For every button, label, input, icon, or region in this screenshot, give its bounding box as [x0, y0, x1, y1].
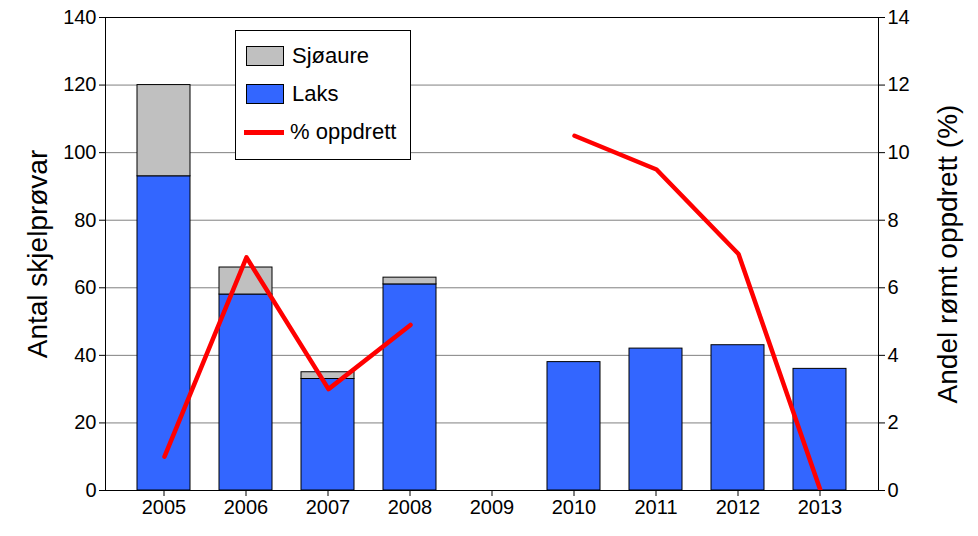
svg-text:100: 100 — [63, 141, 96, 163]
svg-text:Andel rømt oppdrett (%): Andel rømt oppdrett (%) — [932, 105, 963, 404]
svg-text:2007: 2007 — [306, 496, 351, 518]
svg-text:2006: 2006 — [224, 496, 269, 518]
svg-text:8: 8 — [888, 209, 899, 231]
svg-text:60: 60 — [74, 276, 96, 298]
html-text:% oppdrett: % oppdrett — [290, 119, 397, 144]
svg-text:140: 140 — [63, 6, 96, 28]
svg-text:2008: 2008 — [388, 496, 433, 518]
svg-text:2013: 2013 — [798, 496, 843, 518]
svg-text:2011: 2011 — [634, 496, 677, 518]
svg-text:Antal skjelprøvar: Antal skjelprøvar — [22, 150, 53, 359]
html-text:Sjøaure: Sjøaure — [292, 43, 369, 68]
svg-text:0: 0 — [85, 479, 96, 501]
svg-text:2012: 2012 — [716, 496, 761, 518]
svg-text:12: 12 — [888, 73, 910, 95]
svg-text:80: 80 — [74, 209, 96, 231]
svg-text:2: 2 — [888, 411, 899, 433]
svg-text:20: 20 — [74, 411, 96, 433]
svg-text:2010: 2010 — [552, 496, 597, 518]
svg-text:120: 120 — [63, 73, 96, 95]
svg-text:40: 40 — [74, 344, 96, 366]
svg-text:2009: 2009 — [470, 496, 515, 518]
svg-text:6: 6 — [888, 276, 899, 298]
svg-text:10: 10 — [888, 141, 910, 163]
svg-text:0: 0 — [888, 479, 899, 501]
html-text:Laks: Laks — [292, 81, 339, 106]
svg-text:2005: 2005 — [142, 496, 187, 518]
svg-text:14: 14 — [888, 6, 910, 28]
svg-text:4: 4 — [888, 344, 899, 366]
